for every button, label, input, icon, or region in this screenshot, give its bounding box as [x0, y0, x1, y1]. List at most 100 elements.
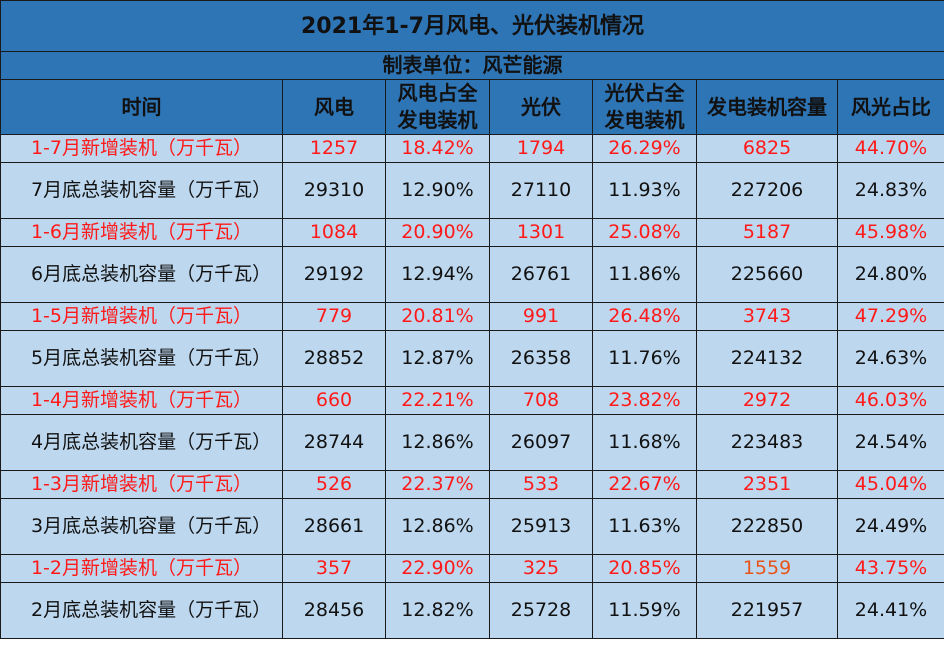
cell-solar: 991: [489, 302, 593, 331]
cell-wind-share: 12.86%: [385, 414, 490, 471]
cell-solar: 1794: [489, 134, 593, 163]
cell-wind-solar-share: 24.49%: [837, 498, 944, 555]
table-row-new-installation: 1-6月新增装机（万千瓦） 1084 20.90% 1301 25.08% 5187 45.…: [0, 218, 944, 247]
cell-total-capacity: 223483: [696, 414, 838, 471]
cell-wind: 28661: [282, 498, 386, 555]
table-row-total-capacity: 6月底总装机容量（万千瓦） 29192 12.94% 26761 11.86% 22566…: [0, 246, 944, 303]
cell-wind-solar-share: 24.41%: [837, 582, 944, 639]
table-row-new-installation: 1-7月新增装机（万千瓦） 1257 18.42% 1794 26.29% 6825 44.…: [0, 134, 944, 163]
cell-total-capacity: 227206: [696, 162, 838, 219]
cell-wind: 28456: [282, 582, 386, 639]
cell-wind: 1257: [282, 134, 386, 163]
cell-wind-share: 22.37%: [385, 470, 490, 499]
cell-wind: 28852: [282, 330, 386, 387]
cell-wind-share: 22.90%: [385, 554, 490, 583]
table-row-total-capacity: 7月底总装机容量（万千瓦） 29310 12.90% 27110 11.93% 22720…: [0, 162, 944, 219]
cell-wind-share: 18.42%: [385, 134, 490, 163]
cell-wind: 28744: [282, 414, 386, 471]
cell-solar-share: 23.82%: [592, 386, 697, 415]
cell-time: 1-6月新增装机（万千瓦）: [0, 218, 283, 247]
table-title: 2021年1-7月风电、光伏装机情况: [0, 0, 944, 52]
cell-time: 2月底总装机容量（万千瓦）: [0, 582, 283, 639]
cell-solar-share: 26.48%: [592, 302, 697, 331]
column-header-total-capacity: 发电装机容量: [696, 79, 838, 135]
cell-wind: 29192: [282, 246, 386, 303]
cell-time: 1-3月新增装机（万千瓦）: [0, 470, 283, 499]
column-header-wind-solar-share: 风光占比: [837, 79, 944, 135]
cell-wind: 660: [282, 386, 386, 415]
cell-wind: 779: [282, 302, 386, 331]
cell-solar-share: 11.63%: [592, 498, 697, 555]
cell-time: 1-5月新增装机（万千瓦）: [0, 302, 283, 331]
cell-solar-share: 11.93%: [592, 162, 697, 219]
cell-total-capacity: 224132: [696, 330, 838, 387]
cell-solar-share: 25.08%: [592, 218, 697, 247]
cell-solar-share: 11.76%: [592, 330, 697, 387]
cell-time: 1-7月新增装机（万千瓦）: [0, 134, 283, 163]
cell-solar: 25913: [489, 498, 593, 555]
cell-solar-share: 22.67%: [592, 470, 697, 499]
table-row-total-capacity: 2月底总装机容量（万千瓦） 28456 12.82% 25728 11.59% 22195…: [0, 582, 944, 639]
table-row-total-capacity: 5月底总装机容量（万千瓦） 28852 12.87% 26358 11.76% 22413…: [0, 330, 944, 387]
column-header-wind-share: 风电占全发电装机: [385, 79, 490, 135]
cell-time: 7月底总装机容量（万千瓦）: [0, 162, 283, 219]
cell-wind: 357: [282, 554, 386, 583]
cell-solar-share: 26.29%: [592, 134, 697, 163]
cell-solar-share: 11.68%: [592, 414, 697, 471]
column-header-solar-share: 光伏占全发电装机: [592, 79, 697, 135]
cell-total-capacity: 2972: [696, 386, 838, 415]
table-row-new-installation: 1-4月新增装机（万千瓦） 660 22.21% 708 23.82% 2972 46.03…: [0, 386, 944, 415]
table-row-new-installation: 1-2月新增装机（万千瓦） 357 22.90% 325 20.85% 1559 43.75…: [0, 554, 944, 583]
cell-wind-solar-share: 46.03%: [837, 386, 944, 415]
table-row-new-installation: 1-5月新增装机（万千瓦） 779 20.81% 991 26.48% 3743 47.29…: [0, 302, 944, 331]
cell-time: 1-2月新增装机（万千瓦）: [0, 554, 283, 583]
cell-wind-solar-share: 43.75%: [837, 554, 944, 583]
cell-solar: 26761: [489, 246, 593, 303]
cell-time: 6月底总装机容量（万千瓦）: [0, 246, 283, 303]
cell-wind-solar-share: 24.83%: [837, 162, 944, 219]
cell-wind-solar-share: 24.80%: [837, 246, 944, 303]
cell-time: 5月底总装机容量（万千瓦）: [0, 330, 283, 387]
cell-wind-share: 12.82%: [385, 582, 490, 639]
table-row-total-capacity: 3月底总装机容量（万千瓦） 28661 12.86% 25913 11.63% 22285…: [0, 498, 944, 555]
cell-time: 3月底总装机容量（万千瓦）: [0, 498, 283, 555]
cell-total-capacity: 221957: [696, 582, 838, 639]
cell-total-capacity: 2351: [696, 470, 838, 499]
cell-wind-share: 22.21%: [385, 386, 490, 415]
cell-wind: 29310: [282, 162, 386, 219]
cell-wind-solar-share: 24.63%: [837, 330, 944, 387]
cell-total-capacity: 225660: [696, 246, 838, 303]
cell-total-capacity: 5187: [696, 218, 838, 247]
cell-solar: 25728: [489, 582, 593, 639]
column-header-time: 时间: [0, 79, 283, 135]
cell-time: 1-4月新增装机（万千瓦）: [0, 386, 283, 415]
cell-total-capacity: 3743: [696, 302, 838, 331]
column-header-wind: 风电: [282, 79, 386, 135]
cell-solar: 1301: [489, 218, 593, 247]
cell-solar: 533: [489, 470, 593, 499]
column-header-solar: 光伏: [489, 79, 593, 135]
cell-wind-share: 20.81%: [385, 302, 490, 331]
cell-wind-share: 12.86%: [385, 498, 490, 555]
cell-solar: 27110: [489, 162, 593, 219]
cell-wind-solar-share: 24.54%: [837, 414, 944, 471]
cell-solar-share: 11.86%: [592, 246, 697, 303]
cell-solar: 26097: [489, 414, 593, 471]
cell-time: 4月底总装机容量（万千瓦）: [0, 414, 283, 471]
cell-wind-solar-share: 45.98%: [837, 218, 944, 247]
cell-total-capacity: 222850: [696, 498, 838, 555]
table-subtitle: 制表单位：风芒能源: [0, 51, 944, 80]
table-row-total-capacity: 4月底总装机容量（万千瓦） 28744 12.86% 26097 11.68% 22348…: [0, 414, 944, 471]
cell-solar: 325: [489, 554, 593, 583]
cell-wind: 1084: [282, 218, 386, 247]
table-row-new-installation: 1-3月新增装机（万千瓦） 526 22.37% 533 22.67% 2351 45.04…: [0, 470, 944, 499]
header-row: 时间 风电 风电占全发电装机 光伏 光伏占全发电装机 发电装机容量 风光占比: [0, 79, 944, 135]
cell-solar: 26358: [489, 330, 593, 387]
cell-wind-solar-share: 47.29%: [837, 302, 944, 331]
cell-wind-share: 12.94%: [385, 246, 490, 303]
cell-solar: 708: [489, 386, 593, 415]
cell-wind-share: 12.87%: [385, 330, 490, 387]
cell-solar-share: 20.85%: [592, 554, 697, 583]
cell-solar-share: 11.59%: [592, 582, 697, 639]
cell-total-capacity: 1559: [696, 554, 838, 583]
